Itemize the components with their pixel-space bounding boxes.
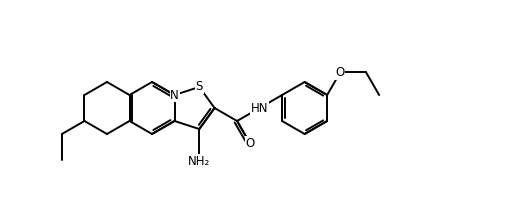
Text: O: O [336,66,345,79]
Text: O: O [246,137,255,150]
Text: NH₂: NH₂ [188,155,210,168]
Text: HN: HN [251,101,268,114]
Text: N: N [170,88,179,101]
Text: S: S [196,80,203,93]
